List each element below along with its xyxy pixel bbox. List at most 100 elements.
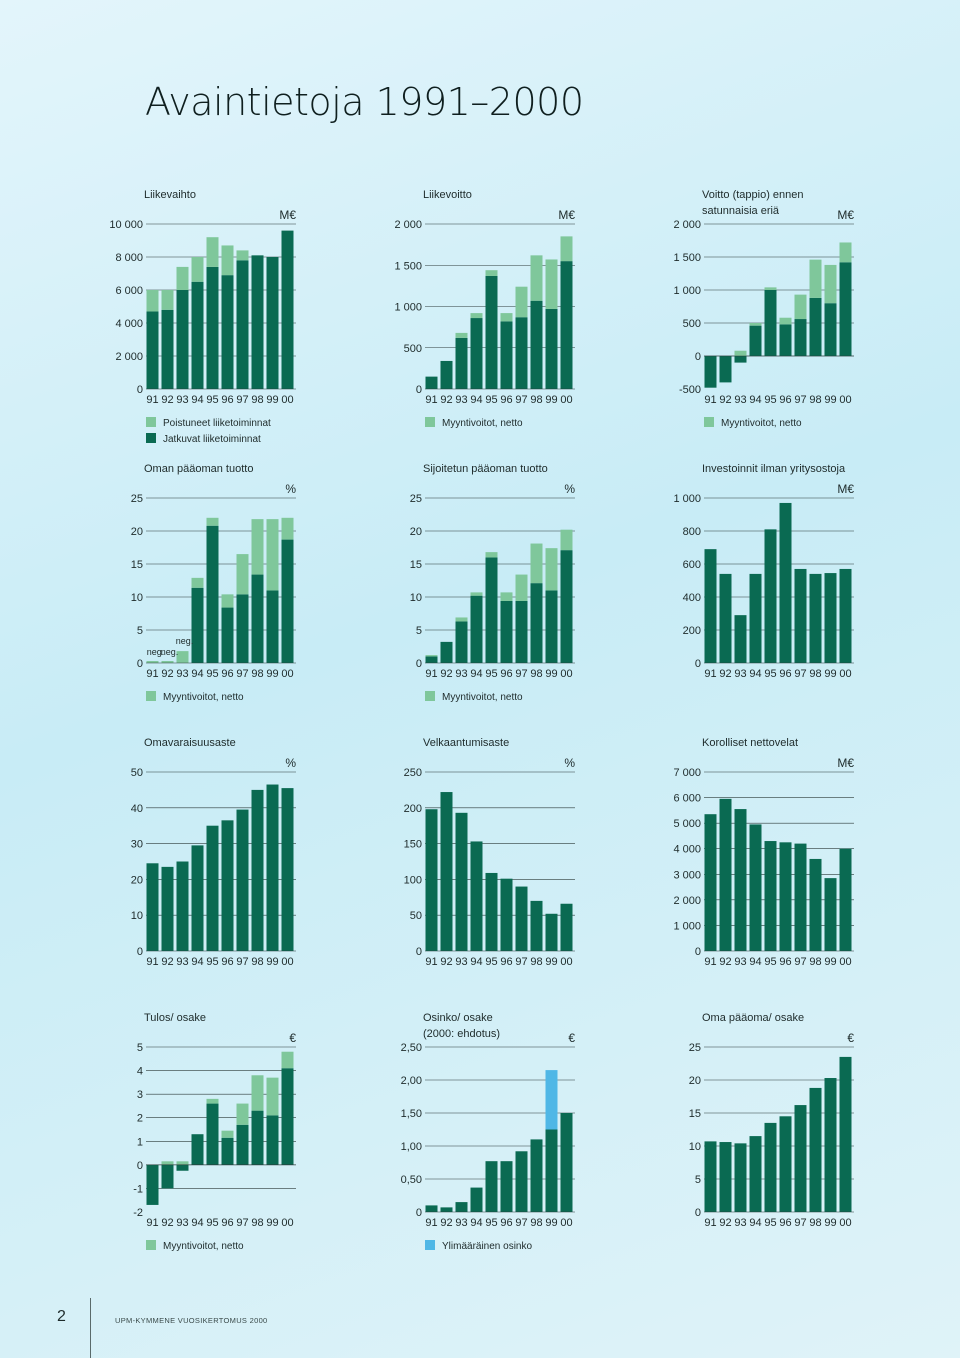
x-tick-label: 97 [794, 394, 806, 406]
bar-liikevoitto-94 [470, 318, 483, 389]
x-tick-label: 91 [146, 394, 158, 406]
chart-title: Liikevaihto [144, 189, 196, 201]
bar-omavaraisuusaste-92 [161, 866, 174, 951]
bar-sijoitetun-paaoman-tuotto-91 [425, 655, 438, 657]
bar-omavaraisuusaste-95 [206, 825, 219, 951]
bar-liikevaihto-96 [221, 275, 234, 389]
bar-tulos-osake-97 [236, 1124, 249, 1165]
unit-label: € [289, 1031, 296, 1045]
x-tick-label: 94 [191, 668, 203, 680]
bar-osinko-osake-96 [500, 1161, 513, 1212]
bar-investoinnit-93 [734, 615, 747, 663]
x-tick-label: 00 [560, 956, 572, 968]
y-tick-label: 0 [695, 1207, 701, 1219]
x-tick-label: 97 [515, 394, 527, 406]
bar-tulos-osake-98 [251, 1110, 264, 1165]
chart-velkaantumisaste: Velkaantumisaste 0 50 100 150 200 250% 91 92 93 94… [404, 737, 576, 968]
bar-liikevoitto-96 [500, 313, 513, 322]
bar-liikevoitto-97 [515, 317, 528, 389]
x-tick-label: 99 [824, 1217, 836, 1229]
x-tick-label: 94 [191, 956, 203, 968]
x-tick-label: 00 [281, 668, 293, 680]
x-tick-label: 94 [749, 394, 761, 406]
bar-investoinnit-97 [794, 568, 807, 663]
x-tick-label: 93 [455, 1217, 467, 1229]
chart-sijoitetun-paaoman-tuotto: Sijoitetun pääoman tuotto 0 5 10 15 20 25% 91 92… [410, 463, 576, 703]
bar-tulos-osake-00 [281, 1051, 294, 1069]
y-tick-label: 1 000 [673, 493, 701, 505]
x-tick-label: 94 [749, 956, 761, 968]
bar-sijoitetun-paaoman-tuotto-93 [455, 617, 468, 622]
bar-oma-paaoma-osake-97 [794, 1105, 807, 1212]
bar-korolliset-nettovelat-96 [779, 842, 792, 951]
x-tick-label: 91 [704, 668, 716, 680]
x-tick-label: 91 [704, 394, 716, 406]
x-tick-label: 98 [530, 956, 542, 968]
bar-liikevoitto-92 [440, 360, 453, 389]
y-tick-label: 0 [416, 946, 422, 958]
y-tick-label: 500 [404, 343, 422, 355]
y-tick-label: 2 000 [673, 895, 701, 907]
x-tick-label: 96 [779, 668, 791, 680]
bar-omavaraisuusaste-99 [266, 784, 279, 951]
x-tick-label: 95 [764, 394, 776, 406]
bar-investoinnit-00 [839, 568, 852, 663]
bar-velkaantumisaste-92 [440, 792, 453, 951]
x-tick-label: 00 [839, 956, 851, 968]
bar-osinko-osake-94 [470, 1187, 483, 1212]
bar-voitto-93 [734, 350, 747, 356]
bar-sijoitetun-paaoman-tuotto-96 [500, 600, 513, 663]
bar-voitto-94 [749, 325, 762, 356]
x-tick-label: 92 [440, 668, 452, 680]
x-tick-label: 93 [176, 1217, 188, 1229]
chart-title: Investoinnit ilman yritysostoja [702, 463, 846, 475]
footer-text: UPM-KYMMENE VUOSIKERTOMUS 2000 [115, 1316, 268, 1325]
bar-velkaantumisaste-98 [530, 900, 543, 951]
x-tick-label: 96 [779, 956, 791, 968]
bar-voitto-99 [824, 303, 837, 356]
bar-voitto-93 [734, 356, 747, 363]
y-tick-label: 25 [689, 1042, 701, 1054]
y-tick-label: 150 [404, 839, 422, 851]
x-tick-label: 98 [809, 956, 821, 968]
unit-label: % [285, 756, 296, 770]
bar-liikevoitto-93 [455, 337, 468, 389]
x-tick-label: 00 [839, 394, 851, 406]
legend-label: Myyntivoitot, netto [721, 418, 802, 429]
x-tick-label: 94 [470, 394, 482, 406]
bar-tulos-osake-94 [191, 1134, 204, 1165]
x-tick-label: 98 [251, 1217, 263, 1229]
bar-liikevaihto-94 [191, 281, 204, 389]
x-tick-label: 92 [719, 956, 731, 968]
bar-sijoitetun-paaoman-tuotto-95 [485, 557, 498, 663]
unit-label: M€ [837, 756, 854, 770]
bar-sijoitetun-paaoman-tuotto-97 [515, 600, 528, 663]
bar-voitto-91 [704, 356, 717, 388]
bar-voitto-96 [779, 324, 792, 356]
x-tick-label: 98 [251, 668, 263, 680]
bar-oma-paaoma-osake-92 [719, 1142, 732, 1212]
x-tick-label: 99 [266, 956, 278, 968]
x-tick-label: 97 [236, 1217, 248, 1229]
bar-liikevoitto-97 [515, 286, 528, 318]
bar-investoinnit-91 [704, 549, 717, 663]
legend-label: Poistuneet liiketoiminnat [163, 418, 271, 429]
bar-oman-paaoman-tuotto-93 [176, 651, 189, 663]
x-tick-label: 93 [734, 394, 746, 406]
bar-velkaantumisaste-95 [485, 872, 498, 951]
bar-osinko-osake-97 [515, 1151, 528, 1212]
bar-sijoitetun-paaoman-tuotto-97 [515, 574, 528, 601]
x-tick-label: 93 [455, 394, 467, 406]
neg-label: neg. [161, 647, 179, 657]
y-tick-label: 1 000 [673, 285, 701, 297]
chart-title: Osinko/ osake [423, 1012, 493, 1024]
chart-oman-paaoman-tuotto: Oman pääoman tuotto 0 5 10 15 20 25% 91 92 93 94 95… [131, 463, 297, 703]
bar-sijoitetun-paaoman-tuotto-00 [560, 529, 573, 551]
legend-label: Myyntivoitot, netto [163, 1241, 244, 1252]
bar-liikevaihto-96 [221, 245, 234, 276]
bar-tulos-osake-92 [161, 1164, 174, 1189]
bar-korolliset-nettovelat-99 [824, 878, 837, 951]
y-tick-label: 0 [416, 658, 422, 670]
y-tick-label: 4 000 [115, 318, 143, 330]
x-tick-label: 98 [530, 1217, 542, 1229]
